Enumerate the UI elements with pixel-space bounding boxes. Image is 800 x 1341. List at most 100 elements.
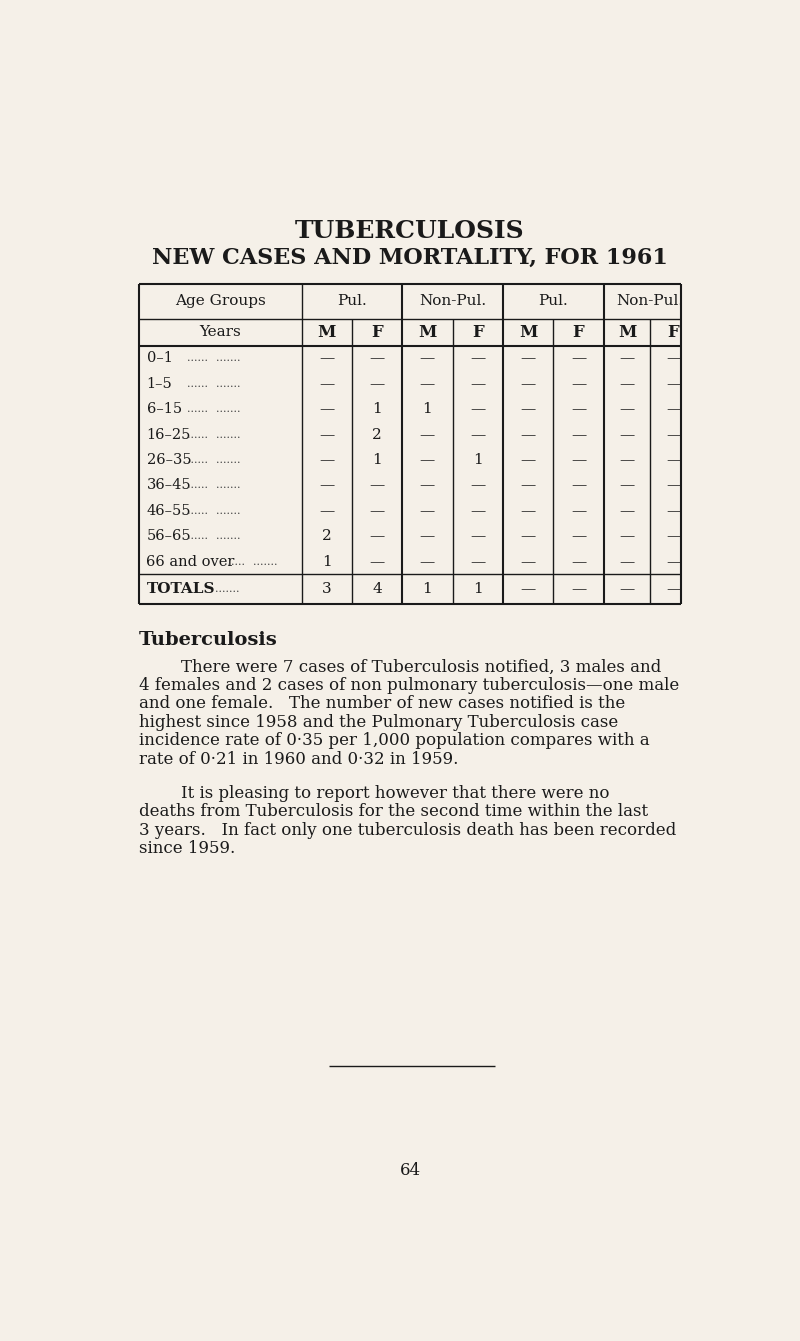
Text: —: — (420, 377, 435, 390)
Text: 26–35: 26–35 (146, 453, 191, 467)
Text: 4: 4 (372, 582, 382, 595)
Text: M: M (418, 323, 437, 341)
Text: ......: ...... (187, 506, 208, 516)
Text: M: M (618, 323, 636, 341)
Text: —: — (319, 402, 334, 416)
Text: 36–45: 36–45 (146, 479, 191, 492)
Text: 3: 3 (322, 582, 331, 595)
Text: 64: 64 (399, 1161, 421, 1179)
Text: —: — (319, 351, 334, 366)
Text: ......: ...... (187, 380, 208, 389)
Text: .......: ....... (216, 354, 241, 363)
Text: incidence rate of 0·35 per 1,000 population compares with a: incidence rate of 0·35 per 1,000 populat… (138, 732, 650, 750)
Text: Non-Pul.: Non-Pul. (617, 295, 684, 308)
Text: .......: ....... (216, 380, 241, 389)
Text: —: — (571, 555, 586, 569)
Text: ......: ...... (187, 429, 208, 440)
Text: F: F (472, 323, 484, 341)
Text: 2: 2 (372, 428, 382, 441)
Text: —: — (571, 504, 586, 518)
Text: Pul.: Pul. (337, 295, 366, 308)
Text: —: — (370, 530, 385, 543)
Text: —: — (319, 504, 334, 518)
Text: M: M (519, 323, 538, 341)
Text: 4 females and 2 cases of non pulmonary tuberculosis—one male: 4 females and 2 cases of non pulmonary t… (138, 677, 679, 693)
Text: 1: 1 (422, 582, 432, 595)
Text: F: F (668, 323, 679, 341)
Text: —: — (666, 530, 681, 543)
Text: —: — (619, 402, 634, 416)
Text: —: — (370, 351, 385, 366)
Text: —: — (521, 555, 536, 569)
Text: —: — (666, 555, 681, 569)
Text: 3 years.   In fact only one tuberculosis death has been recorded: 3 years. In fact only one tuberculosis d… (138, 822, 676, 838)
Text: 1: 1 (322, 555, 331, 569)
Text: 1: 1 (473, 453, 482, 467)
Text: There were 7 cases of Tuberculosis notified, 3 males and: There were 7 cases of Tuberculosis notif… (138, 658, 661, 676)
Text: .......: ....... (214, 585, 239, 594)
Text: —: — (420, 479, 435, 492)
Text: —: — (470, 377, 486, 390)
Text: ......: ...... (187, 404, 208, 414)
Text: —: — (470, 530, 486, 543)
Text: .......: ....... (216, 480, 241, 491)
Text: ......: ...... (187, 480, 208, 491)
Text: —: — (370, 377, 385, 390)
Text: —: — (470, 555, 486, 569)
Text: —: — (571, 402, 586, 416)
Text: .......: ....... (216, 404, 241, 414)
Text: —: — (571, 351, 586, 366)
Text: 0–1: 0–1 (146, 351, 172, 366)
Text: —: — (666, 582, 681, 595)
Text: —: — (619, 479, 634, 492)
Text: —: — (420, 453, 435, 467)
Text: .......: ....... (216, 506, 241, 516)
Text: —: — (571, 582, 586, 595)
Text: —: — (666, 377, 681, 390)
Text: —: — (521, 402, 536, 416)
Text: —: — (521, 428, 536, 441)
Text: rate of 0·21 in 1960 and 0·32 in 1959.: rate of 0·21 in 1960 and 0·32 in 1959. (138, 751, 458, 768)
Text: —: — (571, 428, 586, 441)
Text: deaths from Tuberculosis for the second time within the last: deaths from Tuberculosis for the second … (138, 803, 648, 821)
Text: —: — (619, 582, 634, 595)
Text: and one female.   The number of new cases notified is the: and one female. The number of new cases … (138, 695, 625, 712)
Text: 56–65: 56–65 (146, 530, 191, 543)
Text: TOTALS: TOTALS (146, 582, 215, 595)
Text: 1: 1 (473, 582, 482, 595)
Text: —: — (420, 555, 435, 569)
Text: NEW CASES AND MORTALITY, FOR 1961: NEW CASES AND MORTALITY, FOR 1961 (152, 247, 668, 270)
Text: Tuberculosis: Tuberculosis (138, 630, 278, 649)
Text: —: — (666, 453, 681, 467)
Text: —: — (619, 428, 634, 441)
Text: —: — (521, 530, 536, 543)
Text: —: — (666, 351, 681, 366)
Text: 66 and over: 66 and over (146, 555, 235, 569)
Text: —: — (420, 351, 435, 366)
Text: —: — (619, 555, 634, 569)
Text: F: F (573, 323, 585, 341)
Text: —: — (470, 504, 486, 518)
Text: 46–55: 46–55 (146, 504, 191, 518)
Text: —: — (521, 351, 536, 366)
Text: Years: Years (199, 326, 241, 339)
Text: —: — (470, 351, 486, 366)
Text: TUBERCULOSIS: TUBERCULOSIS (295, 219, 525, 243)
Text: —: — (470, 402, 486, 416)
Text: —: — (619, 453, 634, 467)
Text: —: — (619, 351, 634, 366)
Text: 1: 1 (422, 402, 432, 416)
Text: 1: 1 (372, 453, 382, 467)
Text: Non-Pul.: Non-Pul. (419, 295, 486, 308)
Text: —: — (619, 530, 634, 543)
Text: —: — (521, 582, 536, 595)
Text: —: — (666, 504, 681, 518)
Text: 2: 2 (322, 530, 331, 543)
Text: —: — (370, 555, 385, 569)
Text: —: — (319, 377, 334, 390)
Text: .......: ....... (216, 531, 241, 542)
Text: —: — (470, 428, 486, 441)
Text: —: — (666, 479, 681, 492)
Text: .......: ....... (216, 455, 241, 465)
Text: —: — (521, 453, 536, 467)
